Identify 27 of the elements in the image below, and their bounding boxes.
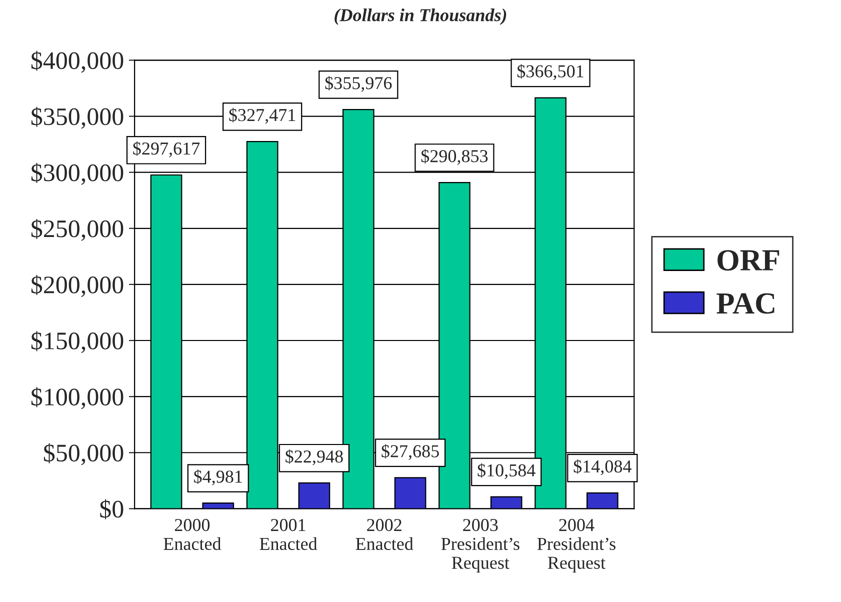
y-tick-label: $200,000 (31, 275, 124, 297)
y-tick-label: $250,000 (31, 218, 124, 241)
y-tick-label: $350,000 (31, 106, 124, 129)
y-tick-label: $50,000 (44, 443, 124, 466)
data-label: $366,501 (517, 64, 584, 80)
data-label: $327,471 (229, 108, 296, 124)
data-label: $355,976 (325, 76, 392, 92)
data-label: $4,981 (194, 470, 242, 486)
legend-label: ORF (718, 250, 780, 271)
data-label: $10,584 (478, 463, 536, 480)
data-label: $14,084 (574, 459, 632, 476)
y-tick-label: $0 (100, 499, 124, 520)
legend-label: PAC (716, 293, 774, 314)
chart-title: (Dollars in Thousands) (334, 8, 506, 25)
x-tick-label: 2000 Enacted (164, 518, 222, 550)
y-tick-label: $300,000 (31, 162, 124, 185)
x-tick-label: 2004 President’s Request (537, 518, 616, 573)
data-label: $27,685 (382, 444, 439, 460)
data-label: $290,853 (421, 148, 488, 165)
data-label: $297,617 (133, 141, 200, 158)
x-tick-label: 2001 Enacted (260, 518, 318, 550)
y-tick-label: $400,000 (31, 50, 124, 73)
y-tick-label: $100,000 (31, 387, 124, 410)
data-label: $22,948 (286, 449, 343, 466)
x-tick-label: 2002 Enacted (356, 518, 414, 550)
x-tick-label: 2003 President’s Request (441, 518, 520, 573)
y-tick-label: $150,000 (31, 331, 124, 354)
